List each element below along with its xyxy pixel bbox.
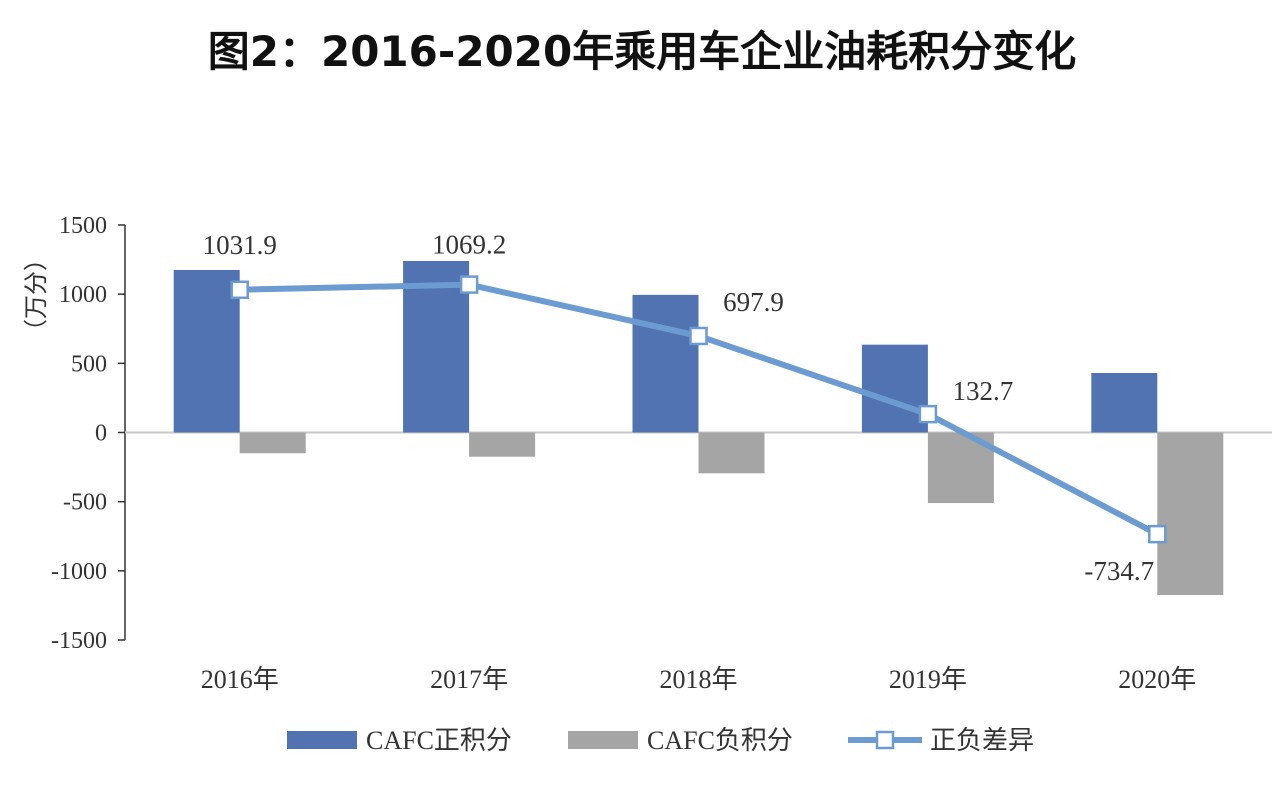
bar-negative [698,432,765,474]
data-label: 132.7 [953,376,1014,406]
bar-negative [1157,432,1224,596]
difference-marker [230,280,249,300]
x-tick-label: 2016年 [201,665,279,694]
x-tick-label: 2020年 [1118,665,1196,694]
y-tick-label: -1000 [51,559,107,585]
y-tick-label: 1000 [59,282,107,308]
bar-positive [861,344,928,433]
x-tick-label: 2017年 [430,665,508,694]
chart-title: 图2：2016-2020年乘用车企业油耗积分变化 [207,27,1077,76]
y-tick-label: -500 [63,490,107,516]
legend-swatch-negative [568,731,638,749]
bar-negative [469,432,536,457]
legend-swatch-positive [287,731,357,749]
legend-label-positive: CAFC正积分 [366,726,512,755]
legend: CAFC正积分 CAFC负积分 正负差异 [287,726,1034,755]
y-tick-label: 500 [71,351,107,377]
difference-line [230,275,1167,544]
y-tick-label: 1500 [59,213,107,239]
bars [173,260,1224,596]
labels: 1031.9 1069.2 697.9 132.7 -734.7 [203,230,1155,587]
y-axis-label: （万分） [22,247,50,343]
bar-positive [632,294,699,433]
y-tick-label: -1500 [51,628,107,654]
bar-negative [239,432,306,454]
legend-label-negative: CAFC负积分 [647,726,793,755]
bar-positive [173,269,240,433]
x-tick-label: 2018年 [659,665,737,694]
axes: 1500 1000 500 0 -500 -1000 -1500 （万分） 2016年 2017年… [22,213,1272,694]
data-label: 1069.2 [432,230,506,260]
y-tick-label: 0 [95,421,107,447]
bar-positive [1091,373,1158,433]
difference-marker [689,326,708,346]
data-label: 697.9 [723,287,784,317]
data-label: -734.7 [1084,556,1154,586]
difference-marker [918,404,938,424]
bar-positive [403,260,470,433]
difference-marker [1148,524,1167,544]
data-label: 1031.9 [203,230,277,260]
difference-marker [459,275,479,294]
x-tick-label: 2019年 [889,665,967,694]
legend-label-difference: 正负差异 [930,726,1034,755]
legend-marker-difference [875,730,895,750]
